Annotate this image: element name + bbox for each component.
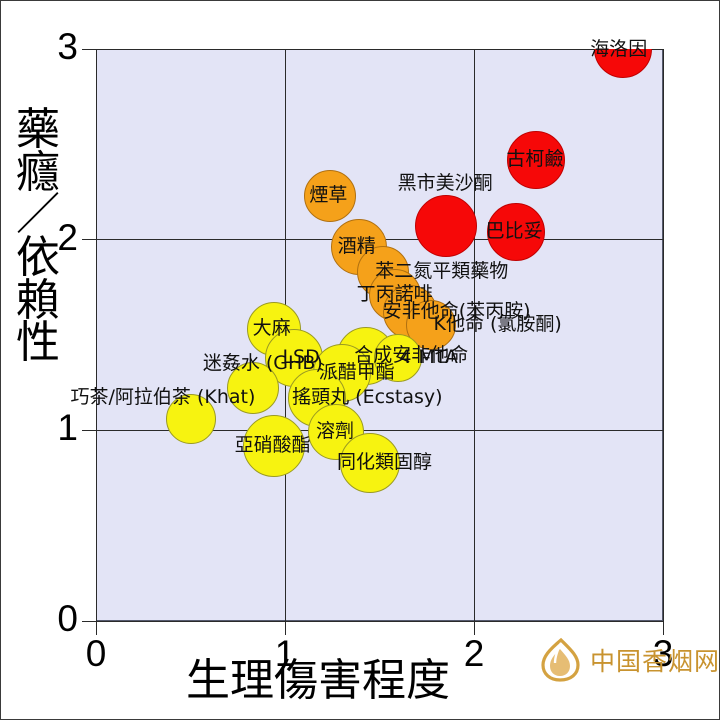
- data-point-label: 搖頭丸 (Ecstasy): [292, 385, 443, 408]
- data-point-label: 同化類固醇: [337, 450, 433, 473]
- y-tick-label: 1: [57, 407, 78, 449]
- gridline-horizontal: [96, 620, 663, 622]
- data-point-label: 大麻: [252, 317, 291, 340]
- data-point-label: 黑市美沙酮: [397, 172, 493, 195]
- data-point-label: 酒精: [337, 235, 376, 258]
- data-point-label: 煙草: [309, 183, 348, 206]
- bubble-layer: [96, 49, 663, 621]
- data-point-label: 巧茶/阿拉伯茶 (Khat): [70, 385, 256, 408]
- data-point-bubble: [340, 432, 401, 493]
- data-point-label: 丁丙諾啡: [356, 282, 433, 305]
- data-point-label: 安非他命(苯丙胺): [382, 300, 531, 323]
- y-axis-tick: [82, 48, 96, 50]
- data-point-bubble: [304, 169, 357, 222]
- x-tick-label: 1: [274, 633, 296, 674]
- data-point-label: 迷姦水 (GHB): [202, 352, 323, 375]
- data-point-bubble: [165, 393, 216, 444]
- x-tick-label: 0: [85, 633, 107, 674]
- gridline-vertical: [473, 49, 475, 621]
- gridline-horizontal: [96, 429, 663, 431]
- y-axis-title: 藥癮／依賴性: [16, 104, 60, 369]
- data-point-label: 海洛因: [590, 38, 648, 60]
- gridline-vertical: [95, 49, 97, 621]
- data-point-label: 派醋甲酯: [318, 361, 395, 384]
- data-point-label: 4-MTA: [399, 345, 458, 368]
- x-axis-tick: [662, 621, 664, 635]
- x-axis-title: 生理傷害程度: [186, 655, 450, 706]
- y-axis-tick: [82, 620, 96, 622]
- y-axis-tick: [82, 239, 96, 241]
- data-point-bubble: [414, 195, 477, 258]
- data-point-bubble: [486, 203, 545, 262]
- data-point-label: 苯二氮平類藥物: [375, 260, 509, 283]
- x-axis-tick: [284, 621, 286, 635]
- data-point-label: 溶劑: [316, 420, 355, 443]
- x-axis-tick: [473, 621, 475, 635]
- data-point-label: 巴比妥: [485, 220, 543, 243]
- data-point-bubble: [507, 130, 566, 189]
- gridline-horizontal: [96, 48, 663, 50]
- data-point-label: LSD: [282, 345, 320, 368]
- flame-icon: [541, 637, 580, 682]
- y-axis-tick: [82, 429, 96, 431]
- data-point-bubble: [374, 333, 423, 382]
- data-point-label: 合成安非他命: [354, 343, 469, 366]
- y-tick-label: 3: [57, 26, 78, 67]
- data-point-bubble: [242, 414, 305, 477]
- y-tick-label: 2: [57, 216, 78, 258]
- data-point-label: K他命 (氯胺酮): [433, 313, 562, 336]
- data-point-bubble: [226, 362, 279, 415]
- data-point-label: 古柯鹼: [506, 147, 564, 170]
- data-point-label: 亞硝酸酯: [234, 433, 311, 456]
- x-tick-label: 3: [652, 633, 674, 674]
- gridline-vertical: [662, 49, 664, 621]
- y-tick-label: 0: [57, 598, 78, 639]
- x-tick-label: 2: [463, 633, 485, 674]
- x-axis-tick: [95, 621, 97, 635]
